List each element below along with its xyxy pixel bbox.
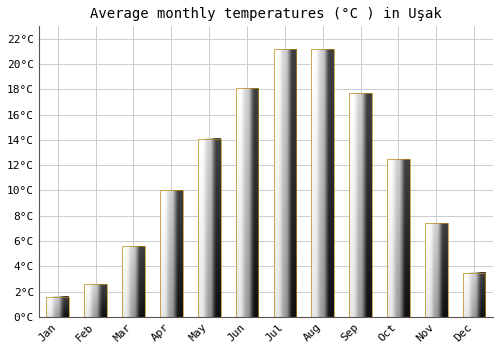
Bar <box>160 190 182 317</box>
Bar <box>463 273 485 317</box>
Bar <box>236 88 258 317</box>
Bar <box>387 159 410 317</box>
Bar <box>349 93 372 317</box>
Bar <box>274 49 296 317</box>
Bar <box>84 284 107 317</box>
Title: Average monthly temperatures (°C ) in Uşak: Average monthly temperatures (°C ) in Uş… <box>90 7 442 21</box>
Bar <box>122 246 145 317</box>
Bar <box>425 223 448 317</box>
Bar <box>46 296 69 317</box>
Bar <box>198 139 220 317</box>
Bar <box>312 49 334 317</box>
